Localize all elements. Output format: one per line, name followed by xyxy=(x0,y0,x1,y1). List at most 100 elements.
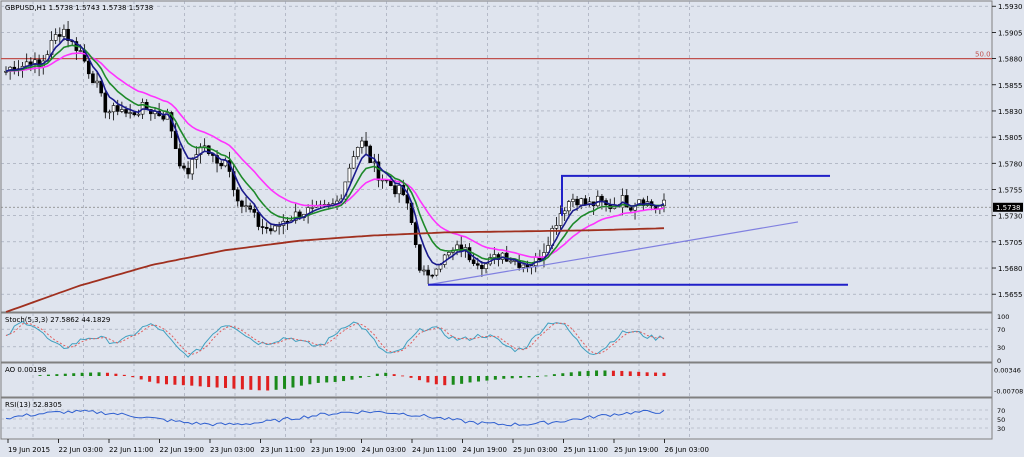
rsi-line xyxy=(5,409,665,427)
ao-bar-down xyxy=(434,376,438,385)
price-tick-label: 1.5655 xyxy=(998,291,1023,299)
candle-bull xyxy=(521,264,526,268)
candle-bear xyxy=(629,207,633,211)
ao-bar-down xyxy=(628,371,632,376)
ao-bar-down xyxy=(417,376,421,381)
candle-bear xyxy=(66,28,70,41)
ao-tick-label: -0.00708 xyxy=(994,388,1023,396)
time-tick-label: 22 Jun 03:00 xyxy=(59,446,103,454)
time-tick-label: 25 Jun 11:00 xyxy=(564,446,608,454)
symbol-header: GBPUSD,H1 1.5738 1.5743 1.5738 1.5738 xyxy=(5,4,153,12)
ao-bar-down xyxy=(114,373,118,376)
time-tick-label: 23 Jun 03:00 xyxy=(210,446,254,454)
ao-bar-down xyxy=(401,375,405,377)
ao-bar-up xyxy=(502,376,506,379)
price-tick-label: 1.5830 xyxy=(998,108,1023,116)
candle-bull xyxy=(509,260,513,263)
ao-bar-up xyxy=(342,376,346,382)
candle-bull xyxy=(558,213,563,226)
ao-bar-down xyxy=(148,376,152,382)
price-tick-label: 1.5930 xyxy=(998,3,1023,11)
candle-bear xyxy=(149,109,153,115)
ao-bar-down xyxy=(426,376,430,383)
candle-bear xyxy=(115,105,120,112)
ao-bar-up xyxy=(367,376,371,377)
ao-bar-up xyxy=(38,375,42,376)
fib-50-label: 50.0 xyxy=(975,51,991,59)
ao-bar-down xyxy=(409,376,413,378)
ao-bar-down xyxy=(620,370,624,376)
candle-bear xyxy=(600,195,604,201)
ao-bar-down xyxy=(240,376,244,390)
candle-bear xyxy=(99,80,103,94)
current-price-tag xyxy=(993,202,1023,212)
candle-bear xyxy=(475,263,480,266)
time-tick-label: 22 Jun 19:00 xyxy=(160,446,204,454)
stoch-signal-line xyxy=(5,322,665,355)
stoch-main-line xyxy=(5,320,665,358)
candle-bear xyxy=(575,198,579,206)
candle-bull xyxy=(492,254,497,258)
ao-bar-up xyxy=(358,376,362,378)
candle-bull xyxy=(310,207,315,209)
candle-bull xyxy=(78,50,83,52)
ao-bar-down xyxy=(207,376,211,388)
candle-bear xyxy=(376,161,381,181)
price-tick-label: 1.5805 xyxy=(998,134,1023,142)
time-tick-label: 23 Jun 11:00 xyxy=(261,446,305,454)
ao-bar-down xyxy=(173,376,177,385)
trendline xyxy=(427,221,799,286)
candle-bull xyxy=(128,112,132,114)
ao-bar-up xyxy=(536,376,540,377)
candle-bull xyxy=(120,109,124,112)
ao-bar-down xyxy=(662,372,666,376)
candle-bull xyxy=(422,269,426,272)
time-tick-label: 25 Jun 19:00 xyxy=(614,446,658,454)
price-tick-label: 1.5730 xyxy=(998,213,1023,221)
ao-bar-up xyxy=(333,376,337,382)
candle-bull xyxy=(355,147,360,157)
candle-bull xyxy=(190,159,195,175)
time-tick-label: 24 Jun 11:00 xyxy=(412,446,456,454)
ao-bar-up xyxy=(552,374,556,376)
rsi-tick-label: 30 xyxy=(997,425,1005,433)
candle-bull xyxy=(567,201,571,212)
time-tick-label: 26 Jun 03:00 xyxy=(665,446,709,454)
ao-bar-down xyxy=(249,376,253,390)
ao-bar-up xyxy=(350,376,354,380)
ao-bar-up xyxy=(468,376,472,383)
candle-bull xyxy=(351,156,356,169)
candle-bear xyxy=(264,226,269,229)
candle-bear xyxy=(269,228,273,232)
candle-bear xyxy=(393,185,397,195)
time-tick-label: 24 Jun 19:00 xyxy=(463,446,507,454)
candle-bull xyxy=(484,263,488,270)
ao-bar-down xyxy=(156,376,160,384)
price-tick-label: 1.5780 xyxy=(998,160,1023,168)
candle-bull xyxy=(293,211,298,221)
ao-bar-up xyxy=(595,370,599,376)
candle-bull xyxy=(107,111,112,114)
ao-bar-up xyxy=(55,374,59,376)
price-tick-label: 1.5880 xyxy=(998,56,1023,64)
ao-bar-up xyxy=(316,376,320,383)
candle-bear xyxy=(418,244,422,271)
ao-bar-up xyxy=(544,375,548,377)
ao-bar-down xyxy=(139,376,143,380)
ao-bar-up xyxy=(569,372,573,376)
ao-bar-down xyxy=(105,372,109,376)
ao-tick-label: 0.00346 xyxy=(994,367,1021,375)
candle-bull xyxy=(434,268,439,276)
ao-bar-down xyxy=(224,376,228,388)
ao-bar-up xyxy=(451,376,455,385)
ao-bar-down xyxy=(122,374,126,376)
price-tick-label: 1.5855 xyxy=(998,82,1023,90)
candle-bear xyxy=(430,274,435,277)
candle-bear xyxy=(480,264,484,270)
candle-bear xyxy=(103,92,108,113)
ao-bar-down xyxy=(198,376,202,387)
candle-bear xyxy=(260,226,265,228)
candle-bear xyxy=(235,189,240,202)
ao-bar-up xyxy=(460,376,464,384)
ao-bar-down xyxy=(392,374,396,376)
